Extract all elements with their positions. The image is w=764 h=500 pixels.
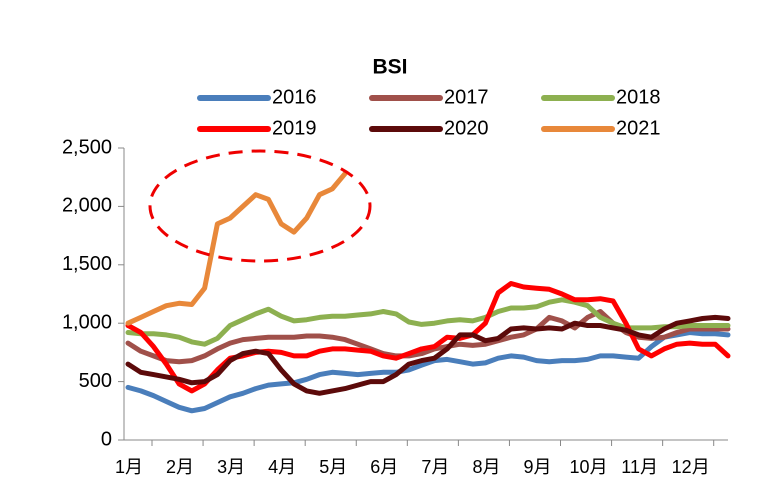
x-tick-label: 12月 <box>672 457 710 477</box>
y-tick-label: 2,000 <box>62 195 112 217</box>
x-tick-label: 3月 <box>217 457 245 477</box>
y-tick-label: 1,000 <box>62 311 112 333</box>
y-tick-label: 2,500 <box>62 136 112 158</box>
x-tick-label: 6月 <box>370 457 398 477</box>
y-tick-label: 1,500 <box>62 253 112 275</box>
legend-label: 2018 <box>616 86 661 108</box>
legend-label: 2019 <box>272 117 317 139</box>
legend-label: 2020 <box>444 117 489 139</box>
legend-label: 2016 <box>272 86 317 108</box>
x-tick-label: 2月 <box>166 457 194 477</box>
x-tick-label: 8月 <box>472 457 500 477</box>
series-line <box>125 171 348 326</box>
x-tick-label: 9月 <box>524 457 552 477</box>
x-tick-label: 1月 <box>115 457 143 477</box>
y-tick-label: 500 <box>79 370 112 392</box>
x-tick-label: 11月 <box>621 457 658 477</box>
highlight-ellipse <box>148 149 372 263</box>
x-tick-label: 7月 <box>421 457 449 477</box>
y-tick-label: 0 <box>101 428 112 450</box>
series-line <box>125 330 731 414</box>
series-line <box>125 314 731 396</box>
legend-label: 2021 <box>616 117 661 139</box>
x-tick-label: 10月 <box>570 457 608 477</box>
chart-title: BSI <box>372 56 407 79</box>
x-tick-label: 5月 <box>319 457 347 477</box>
x-tick-label: 4月 <box>268 457 296 477</box>
legend-label: 2017 <box>444 86 489 108</box>
